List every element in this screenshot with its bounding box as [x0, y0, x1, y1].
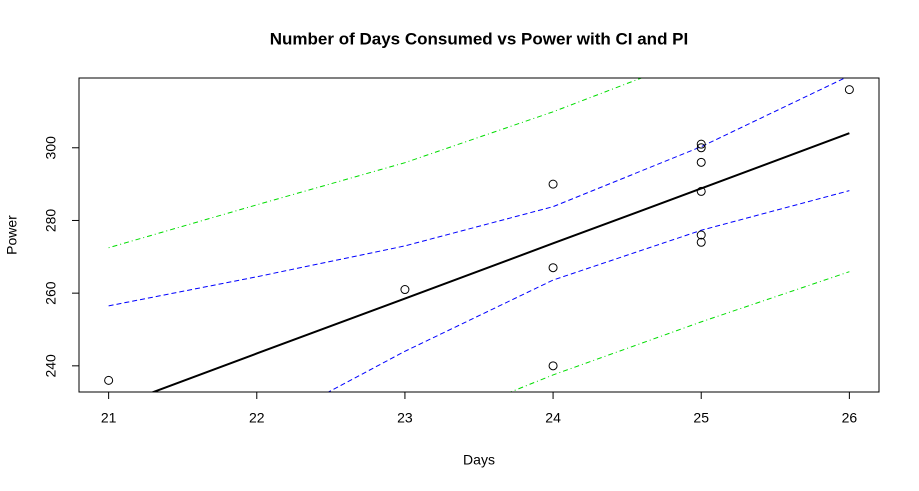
point	[548, 179, 558, 189]
x-axis-label: Days	[463, 452, 495, 468]
fit-line	[150, 132, 850, 392]
point	[696, 157, 706, 167]
point	[400, 285, 410, 295]
fit-line	[108, 78, 846, 307]
point	[696, 143, 706, 153]
point	[548, 263, 558, 273]
x-tick-label: 22	[249, 410, 265, 426]
x-tick-label: 24	[545, 410, 561, 426]
y-tick-label: 300	[43, 136, 59, 160]
point	[548, 361, 558, 371]
x-tick-label: 23	[397, 410, 413, 426]
point	[696, 237, 706, 247]
y-tick-label: 280	[43, 209, 59, 233]
lines	[108, 78, 850, 392]
chart-title: Number of Days Consumed vs Power with CI…	[270, 29, 688, 48]
y-tick-label: 240	[43, 354, 59, 378]
fit-line	[509, 271, 850, 392]
fit-line	[108, 78, 643, 249]
y-axis-label: Power	[4, 215, 20, 255]
point	[844, 85, 854, 95]
x-tick-label: 25	[693, 410, 709, 426]
point	[696, 186, 706, 196]
plot-frame	[78, 77, 880, 393]
point	[104, 375, 114, 385]
x-tick-label: 26	[842, 410, 858, 426]
y-tick-label: 260	[43, 281, 59, 305]
point	[696, 139, 706, 149]
x-tick-label: 21	[101, 410, 117, 426]
fit-line	[327, 190, 850, 392]
point	[696, 230, 706, 240]
